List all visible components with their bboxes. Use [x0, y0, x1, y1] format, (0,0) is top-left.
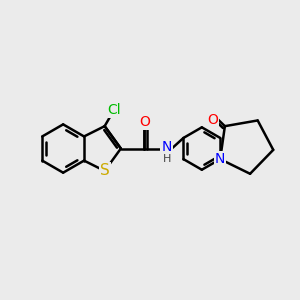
Text: H: H — [163, 154, 171, 164]
Text: N: N — [161, 140, 172, 154]
Text: O: O — [207, 113, 218, 127]
Text: O: O — [139, 115, 150, 129]
Text: N: N — [215, 152, 225, 166]
Text: S: S — [100, 164, 110, 178]
Text: Cl: Cl — [107, 103, 121, 117]
